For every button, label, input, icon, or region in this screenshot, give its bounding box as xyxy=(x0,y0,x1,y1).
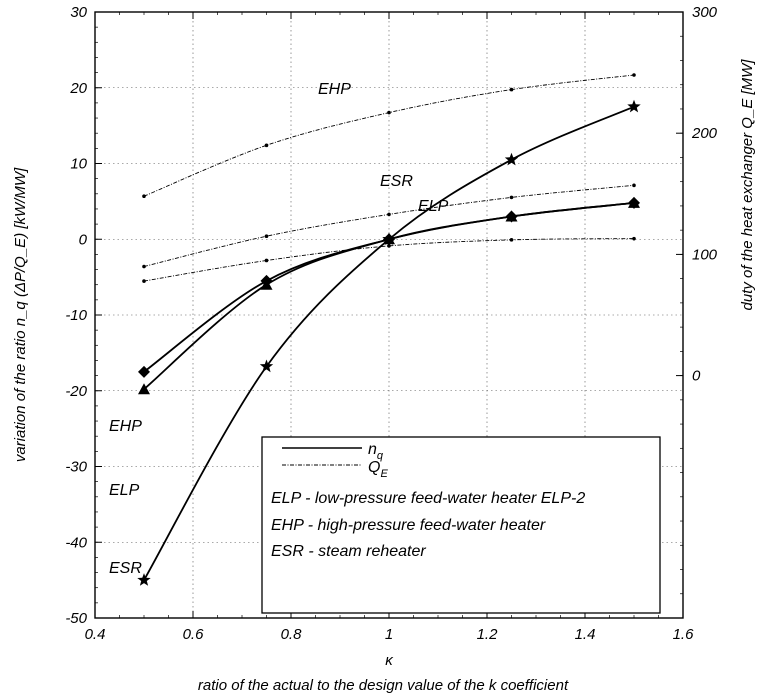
nq-elp-point xyxy=(260,278,273,290)
series-label-elp: ELP xyxy=(418,198,449,215)
qe-ehp-point xyxy=(509,87,514,92)
series-label-esr: ESR xyxy=(109,560,142,577)
qe-ehp-point xyxy=(632,73,636,77)
x-tick-label: 0.4 xyxy=(85,626,106,643)
x-axis-symbol: κ xyxy=(385,652,394,669)
nq-esr-point xyxy=(504,152,519,166)
y-left-tick-label: -40 xyxy=(65,534,87,551)
series-labels: EHP ESR ELP EHP ELP ESR xyxy=(109,81,449,577)
qe-elp-point xyxy=(387,244,391,248)
nq-esr-point xyxy=(627,99,641,113)
y-right-tick-label: 0 xyxy=(692,368,701,385)
qe-ehp-point xyxy=(264,143,269,148)
nq-elp-point xyxy=(138,383,150,395)
y-left-tick-label: -10 xyxy=(65,307,87,324)
qe-elp-point xyxy=(142,279,146,283)
qe-elp-series xyxy=(142,236,636,283)
y-left-tick-label: -20 xyxy=(65,383,87,400)
nq-elp-point xyxy=(628,196,640,208)
y-left-axis-title: variation of the ratio n_q (ΔP/Q_E) [kW/… xyxy=(12,167,29,462)
qe-esr-point xyxy=(387,212,391,217)
series-label-elp: ELP xyxy=(109,482,140,499)
series-label-ehp: EHP xyxy=(109,418,142,435)
nq-ehp-point xyxy=(138,365,150,378)
x-tick-label: 1.6 xyxy=(673,626,695,643)
x-tick-label: 1.2 xyxy=(477,626,499,643)
nq-esr-point xyxy=(137,573,151,586)
y-left-tick-label: 0 xyxy=(79,231,88,248)
legend-nq-label: nq xyxy=(368,441,384,462)
x-tick-label: 0.8 xyxy=(281,626,303,643)
nq-esr-series xyxy=(137,99,641,586)
plot-frame xyxy=(94,11,684,619)
qe-elp-point xyxy=(264,258,269,263)
qe-esr-point xyxy=(264,234,269,239)
qe-esr-point xyxy=(142,264,146,269)
y-left-tick-label: 10 xyxy=(70,156,87,173)
qe-ehp-series xyxy=(142,73,636,199)
qe-esr-point xyxy=(632,183,636,188)
x-tick-label: 1 xyxy=(385,626,393,643)
series-label-ehp: EHP xyxy=(318,81,351,98)
y-right-tick-label: 200 xyxy=(691,125,718,142)
x-axis-title: ratio of the actual to the design value … xyxy=(198,677,569,694)
y-left-tick-label: 20 xyxy=(69,80,87,97)
qe-esr-series xyxy=(142,183,636,269)
series-layer xyxy=(137,73,641,586)
series-label-esr: ESR xyxy=(380,173,413,190)
x-tick-label: 0.6 xyxy=(183,626,205,643)
qe-esr-point xyxy=(509,195,514,200)
qe-elp-point xyxy=(632,236,636,241)
legend-box xyxy=(261,436,661,614)
y-right-tick-label: 300 xyxy=(692,4,718,21)
nq-elp-point xyxy=(505,210,518,222)
qe-ehp-point xyxy=(387,110,391,115)
qe-elp-line xyxy=(143,238,635,282)
legend-elp-text: ELP - low-pressure feed-water heater ELP… xyxy=(271,490,585,507)
y-left-tick-label: -30 xyxy=(65,459,87,476)
nq-esr-line xyxy=(143,105,635,581)
qe-elp-point xyxy=(509,238,514,242)
nq-esr-point xyxy=(382,232,396,245)
qe-ehp-point xyxy=(142,194,146,199)
nq-esr-point xyxy=(259,359,274,373)
y-left-tick-label: -50 xyxy=(65,610,87,627)
y-left-tick-label: 30 xyxy=(70,4,87,21)
y-right-axis-title: duty of the heat exchanger Q_E [MW] xyxy=(739,59,756,311)
x-tick-label: 1.4 xyxy=(575,626,596,643)
y-right-tick-label: 100 xyxy=(692,246,718,263)
legend-esr-text: ESR - steam reheater xyxy=(271,543,426,560)
legend-qe-label: QE xyxy=(368,459,388,480)
axis-titles: κ ratio of the actual to the design value… xyxy=(12,59,756,694)
legend-ehp-text: EHP - high-pressure feed-water heater xyxy=(271,517,546,534)
